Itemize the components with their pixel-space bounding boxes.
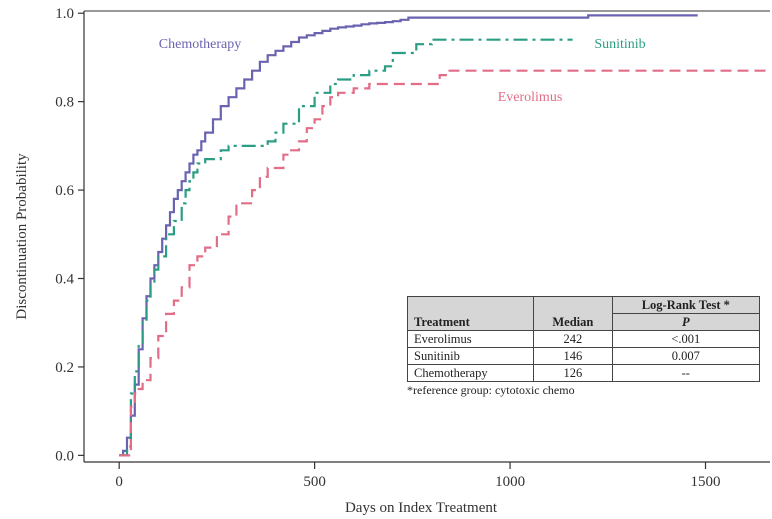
y-axis-title: Discontinuation Probability [14, 153, 30, 320]
p-value-cell: <.001 [611, 330, 761, 348]
y-tick-label: 0.8 [55, 95, 74, 111]
p-value-cell: -- [611, 364, 761, 382]
series-label-sunitinib: Sunitinib [594, 37, 645, 52]
x-tick-label: 0 [115, 474, 123, 490]
axis-layer: 0.0 0.2 0.4 0.6 0.8 1.0 0 500 1000 1500 Days on In… [14, 6, 770, 516]
median-cell: 146 [533, 347, 613, 365]
series-label-layer: Chemotherapy Sunitinib Everolimus [159, 37, 646, 105]
p-header: P [611, 313, 761, 331]
treatment-cell: Sunitinib [406, 347, 535, 365]
table-row: Sunitinib 146 0.007 [406, 347, 761, 365]
median-cell: 126 [533, 364, 613, 382]
y-tick-label: 1.0 [55, 6, 74, 22]
median-logrank-table: Treatment Median Log-Rank Test * P Evero… [406, 296, 761, 382]
treatment-cell: Everolimus [406, 330, 535, 348]
series-layer [119, 14, 768, 457]
table-footnote: *reference group: cytotoxic chemo [407, 383, 575, 397]
p-value-cell: 0.007 [611, 347, 761, 365]
y-tick-label: 0.4 [55, 272, 74, 288]
x-axis-title: Days on Index Treatment [345, 500, 498, 516]
series-line-everolimus [119, 69, 768, 457]
y-tick-label: 0.6 [55, 183, 74, 199]
median-cell: 242 [533, 330, 613, 348]
y-tick-label: 0.0 [55, 448, 74, 464]
summary-table-box: Treatment Median Log-Rank Test * P Evero… [406, 296, 761, 398]
treatment-cell: Chemotherapy [406, 364, 535, 382]
series-label-everolimus: Everolimus [498, 90, 563, 105]
y-tick-label: 0.2 [55, 360, 74, 376]
logrank-header: Log-Rank Test * [611, 296, 761, 314]
median-header: Median [533, 296, 613, 331]
x-tick-label: 500 [303, 474, 326, 490]
table-row: Everolimus 242 <.001 [406, 330, 761, 348]
series-line-sunitinib [119, 38, 573, 457]
x-tick-label: 1500 [691, 474, 721, 490]
table-row: Chemotherapy 126 -- [406, 364, 761, 382]
x-tick-label: 1000 [495, 474, 525, 490]
treatment-header: Treatment [406, 296, 535, 331]
series-label-chemotherapy: Chemotherapy [159, 37, 241, 52]
